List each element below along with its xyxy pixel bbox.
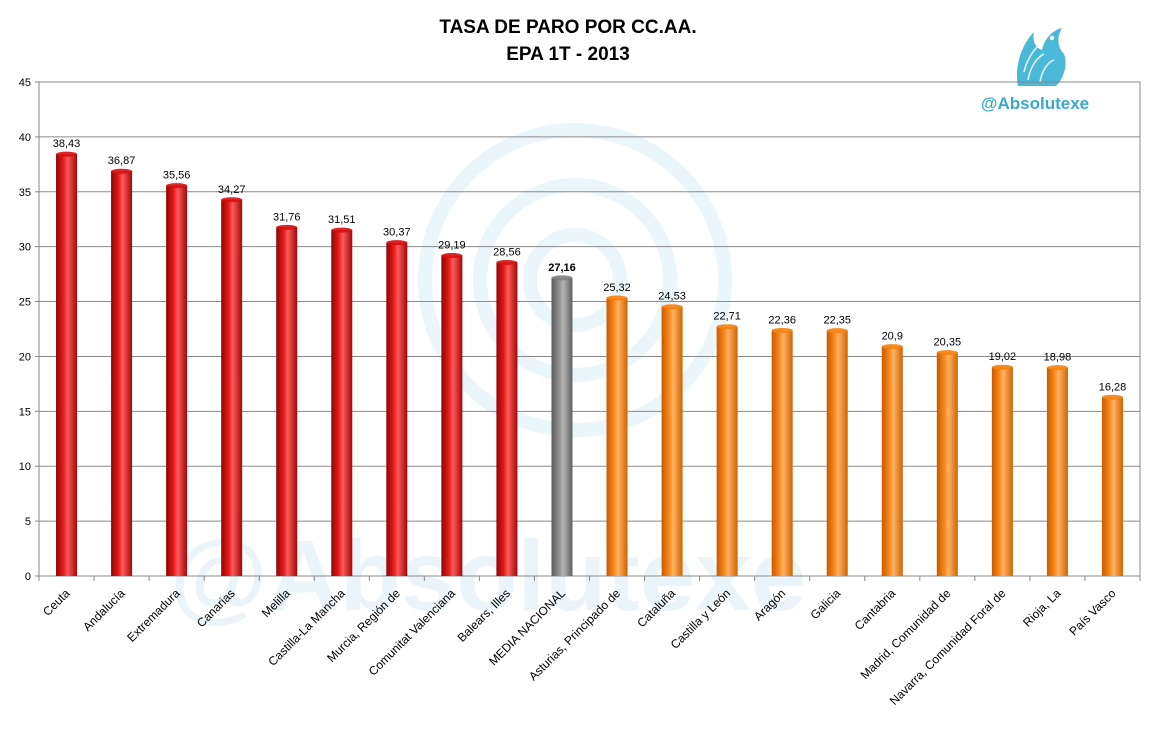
data-label: 18,98 <box>1044 352 1072 364</box>
data-label: 28,56 <box>493 246 521 258</box>
y-tick-label: 15 <box>19 406 31 418</box>
bar-cap <box>276 224 298 230</box>
category-label: Ceuta <box>40 586 73 619</box>
bar-14 <box>771 330 793 576</box>
bar-9 <box>496 262 518 576</box>
category-label: Cantabria <box>852 586 899 633</box>
data-label: 27,16 <box>548 262 576 274</box>
data-label: 19,02 <box>989 351 1017 363</box>
brand-handle: @Absolutexe <box>981 94 1089 113</box>
bar-cap <box>881 344 903 350</box>
bar-1 <box>56 154 78 576</box>
bar-cap <box>991 364 1013 370</box>
bar-cap <box>606 295 628 301</box>
bar-cap <box>1101 394 1123 400</box>
bar-19 <box>1046 367 1068 576</box>
bars <box>56 151 1123 577</box>
bar-cap <box>56 151 78 157</box>
bar-cap <box>221 197 243 203</box>
bar-20 <box>1101 397 1123 576</box>
bar-18 <box>991 367 1013 576</box>
bar-cap <box>441 253 463 259</box>
data-label: 30,37 <box>383 227 411 239</box>
data-label: 22,71 <box>713 311 741 323</box>
data-label: 25,32 <box>603 282 631 294</box>
data-label: 35,56 <box>163 170 191 182</box>
data-label: 20,9 <box>882 331 903 343</box>
category-label: Navarra, Comunidad Foral de <box>887 586 1009 708</box>
bar-11 <box>606 298 628 576</box>
category-label: Rioja, La <box>1020 586 1064 630</box>
bar-cap <box>551 275 573 281</box>
bar-cap <box>826 328 848 334</box>
bar-cap <box>661 304 683 310</box>
bar-4 <box>221 199 243 576</box>
bar-cap <box>496 259 518 265</box>
bar-cap <box>166 183 188 189</box>
y-tick-label: 40 <box>19 132 31 144</box>
data-label: 22,35 <box>823 315 851 327</box>
watermark-emblem <box>418 123 732 437</box>
bar-12 <box>661 306 683 576</box>
gridlines <box>39 81 1140 522</box>
chart-subtitle: EPA 1T - 2013 <box>506 44 630 65</box>
y-tick-label: 5 <box>25 516 31 528</box>
data-label: 34,27 <box>218 184 246 196</box>
data-labels: 38,43 36,87 35,56 34,27 31,76 31,51 30,37 29,19… <box>53 138 1126 393</box>
bar-13 <box>716 326 738 576</box>
data-label: 16,28 <box>1099 381 1127 393</box>
y-tick-label: 30 <box>19 242 31 254</box>
category-label: Galicia <box>808 586 844 622</box>
data-label: 29,19 <box>438 240 466 252</box>
y-tick-label: 10 <box>19 461 31 473</box>
bar-17 <box>936 352 958 576</box>
bar-7 <box>386 242 408 576</box>
bar-cap <box>386 240 408 246</box>
bar-cap <box>936 350 958 356</box>
data-label: 24,53 <box>658 291 686 303</box>
bar-3 <box>166 185 188 576</box>
bar-cap <box>111 168 133 174</box>
bar-10 <box>551 277 573 576</box>
category-label: País Vasco <box>1066 586 1118 638</box>
y-tick-label: 0 <box>25 571 31 583</box>
axes: 0 5 10 15 20 25 30 35 40 45 <box>19 77 1141 583</box>
data-label: 36,87 <box>108 155 136 167</box>
bar-16 <box>881 346 903 576</box>
data-label: 31,51 <box>328 214 356 226</box>
bar-cap <box>331 227 353 233</box>
data-label: 22,36 <box>768 315 796 327</box>
bar-15 <box>826 330 848 576</box>
bar-cap <box>716 324 738 330</box>
y-tick-label: 20 <box>19 351 31 363</box>
data-label: 31,76 <box>273 211 301 223</box>
bar-2 <box>111 171 133 576</box>
data-label: 38,43 <box>53 138 81 150</box>
bar-6 <box>331 230 353 577</box>
y-tick-label: 35 <box>19 187 31 199</box>
data-label: 20,35 <box>934 337 962 349</box>
category-label: Madrid, Comunidad de <box>858 586 954 682</box>
category-label: Andalucía <box>80 586 128 634</box>
y-tick-label: 45 <box>19 77 31 89</box>
griffin-logo-icon <box>1016 28 1066 86</box>
chart-title: TASA DE PARO POR CC.AA. <box>439 17 696 38</box>
bar-8 <box>441 255 463 577</box>
y-tick-label: 25 <box>19 297 31 309</box>
bar-cap <box>771 328 793 334</box>
bar-cap <box>1046 365 1068 371</box>
bar-5 <box>276 227 298 577</box>
